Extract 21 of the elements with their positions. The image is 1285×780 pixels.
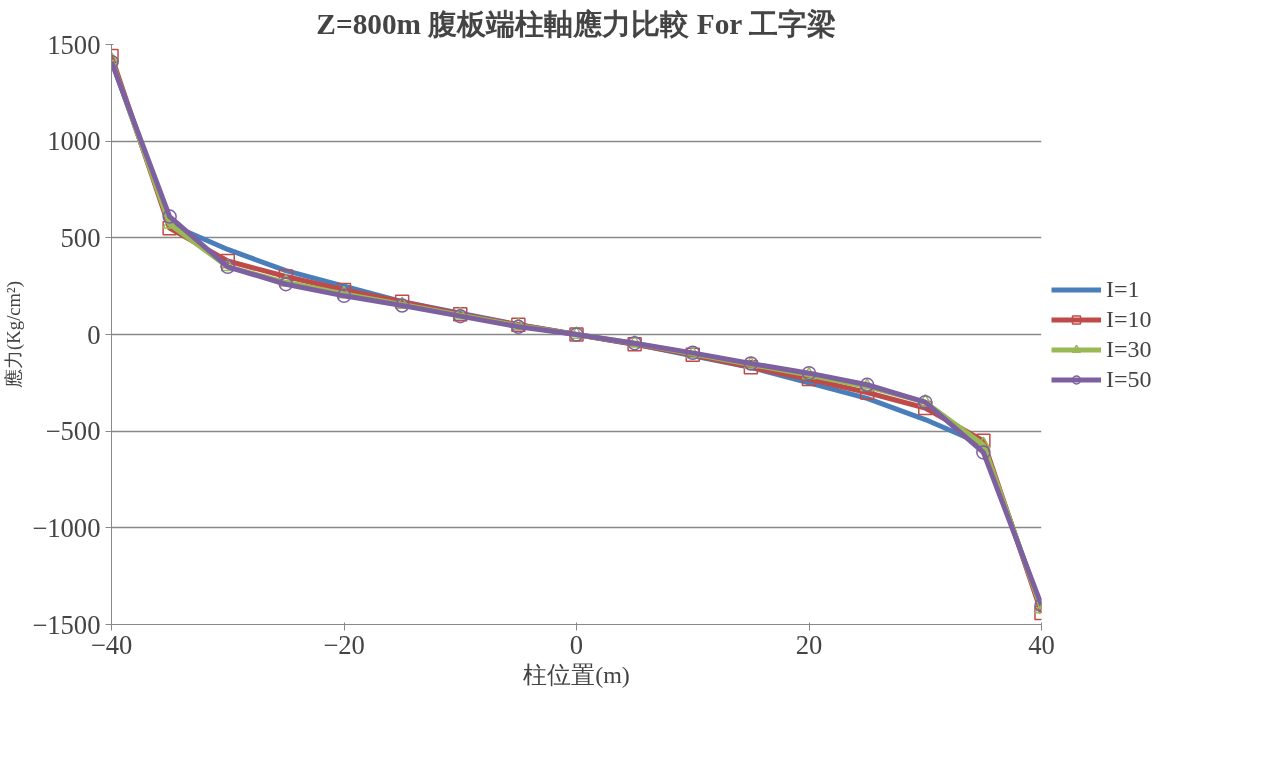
y-axis-title: 應力(Kg/cm²) <box>3 281 26 388</box>
point <box>336 288 352 304</box>
y-tick-label: 1500 <box>47 29 101 60</box>
legend-label: I=50 <box>1106 365 1152 393</box>
y-tick-label: 0 <box>87 319 101 350</box>
legend-label: I=10 <box>1106 305 1152 333</box>
point <box>976 445 991 460</box>
x-tick-label: 0 <box>569 629 584 660</box>
y-tick-label: 500 <box>60 222 101 253</box>
x-tick-label: 40 <box>1028 629 1055 660</box>
legend-label: I=30 <box>1106 335 1152 363</box>
x-axis-title: 柱位置(m) <box>523 661 630 688</box>
x-tick-label: 20 <box>795 629 823 660</box>
point <box>162 209 177 224</box>
legend-label: I=1 <box>1106 275 1140 303</box>
y-tick-label: −500 <box>45 416 101 447</box>
x-tick-label: −20 <box>323 629 365 660</box>
y-tick-label: −1000 <box>32 512 101 543</box>
chart-title: Z=800m 腹板端柱軸應力比較 For 工字梁 <box>316 7 837 40</box>
point <box>278 277 294 292</box>
y-tick-label: 1000 <box>47 126 101 157</box>
